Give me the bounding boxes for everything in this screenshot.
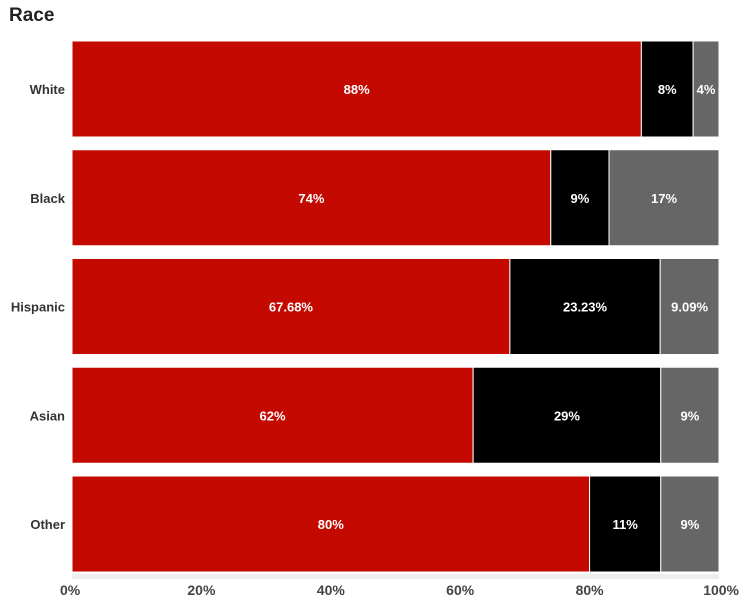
data-label-asian-1: 62% <box>260 408 286 423</box>
bar-segment-black-1 <box>71 149 552 247</box>
data-label-other-1: 80% <box>318 517 344 532</box>
data-label-hispanic-2: 23.23% <box>563 300 608 315</box>
x-tick-label-80: 80% <box>576 582 605 598</box>
data-label-hispanic-3: 9.09% <box>671 300 708 315</box>
bar-segment-white-3 <box>692 40 720 138</box>
x-tick-label-100: 100% <box>703 582 739 598</box>
chart-title: Race <box>9 5 55 26</box>
x-tick-label-40: 40% <box>317 582 346 598</box>
data-label-asian-2: 29% <box>554 408 580 423</box>
bar-segment-white-2 <box>640 40 694 138</box>
data-label-white-3: 4% <box>697 82 716 97</box>
data-label-white-2: 8% <box>658 82 677 97</box>
bar-segment-other-1 <box>71 475 591 573</box>
x-tick-label-60: 60% <box>446 582 475 598</box>
category-label-hispanic: Hispanic <box>11 300 65 315</box>
data-label-white-1: 88% <box>344 82 370 97</box>
bar-segment-asian-1 <box>71 366 474 464</box>
x-tick-label-20: 20% <box>187 582 216 598</box>
data-label-asian-3: 9% <box>680 408 699 423</box>
bar-segment-asian-3 <box>660 366 720 464</box>
data-label-other-3: 9% <box>680 517 699 532</box>
bar-segment-black-2 <box>550 149 610 247</box>
bar-segment-asian-2 <box>472 366 662 464</box>
category-label-white: White <box>30 82 65 97</box>
data-label-hispanic-1: 67.68% <box>269 300 314 315</box>
category-label-black: Black <box>30 191 65 206</box>
bar-segment-hispanic-3 <box>659 258 720 355</box>
category-label-other: Other <box>30 517 65 532</box>
data-label-other-2: 11% <box>613 517 639 532</box>
data-label-black-3: 17% <box>651 191 677 206</box>
x-axis-band <box>72 574 719 579</box>
bar-segment-hispanic-1 <box>71 258 511 355</box>
category-label-asian: Asian <box>30 408 65 423</box>
data-label-black-1: 74% <box>298 191 324 206</box>
bar-segment-other-3 <box>660 475 720 573</box>
data-label-black-2: 9% <box>570 191 589 206</box>
bar-segment-black-3 <box>608 149 720 247</box>
bar-segment-hispanic-2 <box>509 258 661 355</box>
bar-segment-other-2 <box>589 475 662 573</box>
x-tick-label-0: 0% <box>60 582 81 598</box>
